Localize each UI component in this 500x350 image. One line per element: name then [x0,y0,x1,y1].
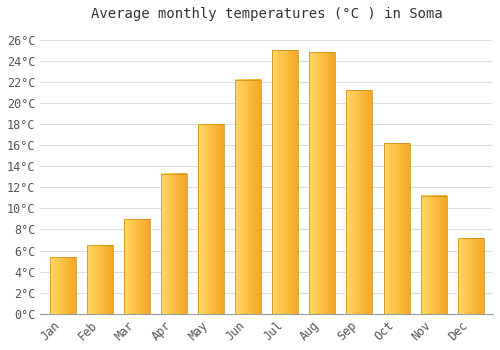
Bar [235,80,261,314]
Bar [384,143,409,314]
Title: Average monthly temperatures (°C ) in Soma: Average monthly temperatures (°C ) in So… [91,7,443,21]
Bar [86,245,113,314]
Bar [198,124,224,314]
Bar [458,238,484,314]
Bar [310,52,336,314]
Bar [50,257,76,314]
Bar [346,90,372,314]
Bar [272,50,298,314]
Bar [124,219,150,314]
Bar [161,174,187,314]
Bar [420,196,446,314]
